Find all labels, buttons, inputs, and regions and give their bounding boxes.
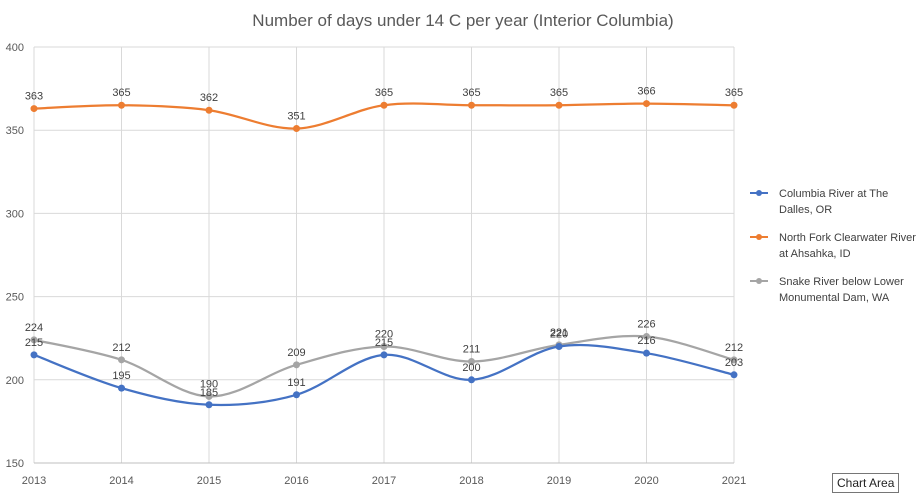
data-label: 365 xyxy=(550,87,568,99)
data-point xyxy=(30,336,38,344)
data-label: 365 xyxy=(725,87,743,99)
y-tick-label: 250 xyxy=(6,292,24,304)
gridlines xyxy=(33,46,735,463)
data-point xyxy=(555,101,563,109)
legend-item-snake[interactable]: Snake River below Lower Monumental Dam, … xyxy=(750,274,922,318)
data-label: 215 xyxy=(375,337,393,349)
data-label: 226 xyxy=(637,319,655,331)
legend-item-clearwater[interactable]: North Fork Clearwater River at Ahsahka, … xyxy=(750,230,922,274)
data-point xyxy=(118,356,125,364)
legend-marker-columbia xyxy=(750,189,768,197)
x-tick-label: 2015 xyxy=(197,475,221,487)
data-point xyxy=(205,401,213,409)
data-label: 221 xyxy=(550,327,568,339)
data-point xyxy=(643,333,650,341)
data-point xyxy=(30,105,38,113)
data-label: 362 xyxy=(200,92,218,104)
y-tick-label: 350 xyxy=(6,125,24,137)
data-point xyxy=(118,101,125,109)
series-lines xyxy=(30,100,738,409)
legend-label: Columbia River at The Dalles, OR xyxy=(779,188,889,216)
legend-marker-clearwater xyxy=(750,233,768,241)
data-point xyxy=(293,391,300,399)
data-point xyxy=(730,356,738,364)
data-point xyxy=(380,351,388,359)
data-label: 212 xyxy=(725,342,743,354)
x-tick-label: 2013 xyxy=(22,475,46,487)
data-label: 195 xyxy=(112,370,130,382)
data-point xyxy=(730,101,738,109)
data-point xyxy=(380,343,388,351)
chart-title: Number of days under 14 C per year (Inte… xyxy=(252,11,673,30)
data-label: 363 xyxy=(25,91,43,103)
y-tick-label: 150 xyxy=(6,458,24,470)
data-label: 365 xyxy=(112,87,130,99)
data-label: 203 xyxy=(725,357,743,369)
x-tick-label: 2016 xyxy=(284,475,308,487)
data-label: 209 xyxy=(287,347,305,359)
legend-marker-snake xyxy=(750,277,768,285)
data-point xyxy=(205,106,213,114)
data-label: 365 xyxy=(462,87,480,99)
y-tick-label: 300 xyxy=(6,208,24,220)
x-tick-label: 2020 xyxy=(634,475,658,487)
legend-label: Snake River below Lower Monumental Dam, … xyxy=(779,276,904,304)
data-point xyxy=(468,376,475,384)
legend[interactable]: Columbia River at The Dalles, OR North F… xyxy=(750,186,922,318)
data-label: 190 xyxy=(200,378,218,390)
data-label: 215 xyxy=(25,337,43,349)
legend-item-columbia[interactable]: Columbia River at The Dalles, OR xyxy=(750,186,922,230)
data-label: 365 xyxy=(375,87,393,99)
x-tick-label: 2018 xyxy=(459,475,483,487)
y-tick-label: 400 xyxy=(6,42,24,54)
data-point xyxy=(468,357,475,365)
data-point xyxy=(30,351,38,359)
y-tick-label: 200 xyxy=(6,375,24,387)
data-labels: 215 195 185 191 215 200 220 216 203 363 365 362 351 3… xyxy=(25,86,743,399)
data-label: 200 xyxy=(462,362,480,374)
axes: 150 200 250 300 350 400 2013 2014 2015 2016 2017 20… xyxy=(6,42,747,487)
data-point xyxy=(643,100,650,108)
data-label: 211 xyxy=(463,343,481,355)
data-point xyxy=(293,125,300,133)
data-label: 351 xyxy=(287,111,305,123)
data-point xyxy=(118,384,125,392)
chart-area-tooltip: Chart Area xyxy=(832,473,900,493)
data-label: 191 xyxy=(287,377,305,389)
data-label: 220 xyxy=(550,329,568,341)
data-point xyxy=(730,371,738,379)
x-tick-label: 2014 xyxy=(109,475,133,487)
x-tick-label: 2019 xyxy=(547,475,571,487)
data-label: 366 xyxy=(637,86,655,98)
data-point xyxy=(205,392,213,400)
data-point xyxy=(555,343,563,351)
data-label: 212 xyxy=(112,342,130,354)
data-label: 220 xyxy=(375,329,393,341)
data-point xyxy=(643,349,650,357)
legend-label: North Fork Clearwater River at Ahsahka, … xyxy=(779,232,916,260)
data-label: 224 xyxy=(25,322,43,334)
data-label: 216 xyxy=(637,335,655,347)
x-tick-label: 2017 xyxy=(372,475,396,487)
x-tick-label: 2021 xyxy=(722,475,746,487)
data-point xyxy=(468,101,475,109)
data-label: 185 xyxy=(200,387,218,399)
data-point xyxy=(293,361,300,369)
data-point xyxy=(380,101,388,109)
